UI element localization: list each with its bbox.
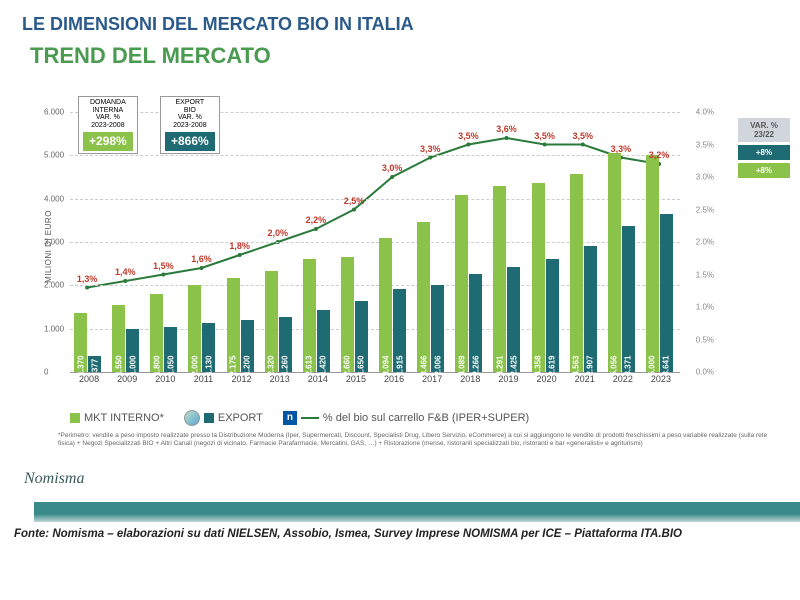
x-label: 2014: [299, 372, 337, 384]
bar-mkt-interno: 2.660: [341, 257, 354, 372]
y-tick: 1.000: [44, 324, 64, 333]
y-tick: 5.000: [44, 151, 64, 160]
y2-tick: 1.5%: [696, 270, 714, 279]
y2-tick: 2.0%: [696, 238, 714, 247]
x-label: 2011: [184, 372, 222, 384]
x-label: 2012: [223, 372, 261, 384]
pct-label: 2,0%: [268, 228, 289, 238]
y2-tick: 4.0%: [696, 108, 714, 117]
bar-mkt-interno: 5.000: [646, 155, 659, 372]
pct-label: 1,8%: [229, 241, 250, 251]
x-label: 2008: [70, 372, 108, 384]
x-label: 2023: [642, 372, 680, 384]
teal-band: [34, 502, 800, 522]
bar-mkt-interno: 2.175: [227, 278, 240, 372]
bar-export: 1.260: [279, 317, 292, 372]
bar-export: 2.006: [431, 285, 444, 372]
chart-subtitle: TREND DEL MERCATO: [0, 35, 800, 69]
bar-mkt-interno: 5.056: [608, 153, 621, 372]
x-label: 2020: [528, 372, 566, 384]
x-label: 2021: [566, 372, 604, 384]
pct-label: 3,3%: [420, 144, 441, 154]
bar-export: 1.420: [317, 310, 330, 372]
y2-tick: 1.0%: [696, 303, 714, 312]
bar-export: 2.266: [469, 274, 482, 372]
bar-mkt-interno: 4.291: [493, 186, 506, 372]
y2-tick: 0.5%: [696, 335, 714, 344]
bar-mkt-interno: 2.320: [265, 271, 278, 372]
kpi-badge: DOMANDAINTERNAVAR. %2023-2008+298%: [78, 96, 138, 154]
bar-mkt-interno: 3.094: [379, 238, 392, 372]
legend-item: n% del bio sul carrello F&B (IPER+SUPER): [283, 411, 529, 425]
pct-label: 3,3%: [611, 144, 632, 154]
bar-export: 2.907: [584, 246, 597, 372]
bar-export: 377: [88, 356, 101, 372]
pct-label: 3,2%: [649, 150, 670, 160]
chart-area: MILIONI DI EURO 0 1.000 2.000 3.000 4.000 5.0…: [42, 112, 726, 402]
bar-mkt-interno: 1.800: [150, 294, 163, 372]
y-tick: 3.000: [44, 238, 64, 247]
x-label: 2022: [604, 372, 642, 384]
bar-mkt-interno: 4.358: [532, 183, 545, 372]
pct-label: 3,6%: [496, 124, 517, 134]
y2-tick: 3.5%: [696, 140, 714, 149]
kpi-badge: EXPORTBIOVAR. %2023-2008+866%: [160, 96, 220, 154]
bar-export: 1.650: [355, 301, 368, 373]
bar-export: 2.425: [507, 267, 520, 372]
main-title: LE DIMENSIONI DEL MERCATO BIO IN ITALIA: [0, 0, 800, 35]
bar-mkt-interno: 1.370: [74, 313, 87, 372]
bar-mkt-interno: 2.613: [303, 259, 316, 372]
y-tick: 4.000: [44, 194, 64, 203]
pct-label: 1,3%: [77, 274, 98, 284]
var-badge: +8%: [738, 145, 790, 160]
var-badge: VAR. %23/22: [738, 118, 790, 142]
x-label: 2015: [337, 372, 375, 384]
pct-label: 1,4%: [115, 267, 136, 277]
bar-mkt-interno: 1.550: [112, 305, 125, 372]
y-tick: 2.000: [44, 281, 64, 290]
bar-export: 1.000: [126, 329, 139, 372]
x-label: 2017: [413, 372, 451, 384]
x-label: 2009: [108, 372, 146, 384]
brand-logo: Nomisma: [24, 470, 84, 488]
pct-label: 2,5%: [344, 196, 365, 206]
pct-label: 3,5%: [458, 131, 479, 141]
pct-label: 3,5%: [534, 131, 555, 141]
bar-export: 3.641: [660, 214, 673, 372]
bar-export: 2.619: [546, 259, 559, 372]
bar-value: 377: [90, 359, 99, 372]
bar-export: 1.050: [164, 327, 177, 373]
bar-export: 1.200: [241, 320, 254, 372]
pct-label: 1,6%: [191, 254, 212, 264]
y2-tick: 3.0%: [696, 173, 714, 182]
bar-mkt-interno: 3.466: [417, 222, 430, 372]
x-label: 2019: [489, 372, 527, 384]
source-text: Fonte: Nomisma – elaborazioni su dati NI…: [14, 528, 786, 540]
bar-mkt-interno: 4.563: [570, 174, 583, 372]
bar-mkt-interno: 4.089: [455, 195, 468, 372]
legend-item: EXPORT: [184, 410, 263, 426]
y-tick: 0: [44, 368, 48, 377]
y2-tick: 2.5%: [696, 205, 714, 214]
pct-label: 3,5%: [573, 131, 594, 141]
pct-label: 1,5%: [153, 261, 174, 271]
legend: MKT INTERNO* EXPORT n% del bio sul carrell…: [70, 410, 545, 426]
x-label: 2013: [261, 372, 299, 384]
bar-export: 1.130: [202, 323, 215, 372]
pct-label: 2,2%: [306, 215, 327, 225]
y-tick: 6.000: [44, 108, 64, 117]
right-badges: VAR. %23/22 +8% +8%: [738, 118, 790, 181]
bar-export: 1.915: [393, 289, 406, 372]
x-label: 2016: [375, 372, 413, 384]
x-label: 2010: [146, 372, 184, 384]
y-axis-label: MILIONI DI EURO: [44, 210, 53, 283]
bar-export: 3.371: [622, 226, 635, 372]
pct-label: 3,0%: [382, 163, 403, 173]
legend-item: MKT INTERNO*: [70, 412, 164, 424]
bar-mkt-interno: 2.000: [188, 285, 201, 372]
y2-tick: 0.0%: [696, 368, 714, 377]
x-label: 2018: [451, 372, 489, 384]
footnote: *Perimetro: vendite a peso imposto reali…: [58, 432, 770, 448]
var-badge: +8%: [738, 163, 790, 178]
